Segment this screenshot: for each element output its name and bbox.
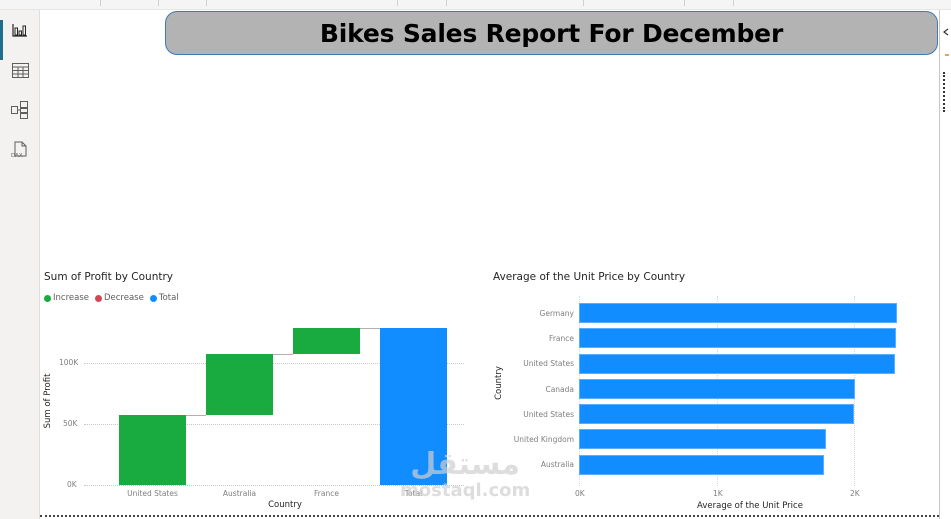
waterfall-chart-title: Sum of Profit by Country: [44, 271, 173, 283]
gridline-0k: [84, 485, 464, 486]
x-tick: 2K: [850, 489, 860, 498]
legend-label: Total: [158, 293, 179, 303]
active-view-indicator: [0, 20, 3, 60]
bar-united-states[interactable]: [579, 354, 895, 374]
ribbon-divider: [583, 0, 584, 6]
page-bottom-border: [40, 515, 939, 517]
legend-item-total[interactable]: Total: [149, 293, 179, 303]
ribbon-divider: [684, 0, 685, 6]
dax-file-icon: DAX: [11, 141, 27, 159]
bar-germany[interactable]: [579, 303, 897, 323]
y-tick: 100K: [59, 358, 79, 367]
legend-label: Decrease: [103, 293, 144, 303]
connector-line: [360, 328, 380, 329]
y-category-label: France: [549, 334, 574, 343]
ribbon-divider: [206, 0, 207, 6]
y-category-label: United States: [523, 410, 574, 419]
y-category-label: Canada: [545, 385, 574, 394]
bar-canada[interactable]: [579, 379, 855, 399]
bar-united-kingdom[interactable]: [579, 429, 826, 449]
bar-total[interactable]: [380, 328, 447, 485]
report-title-banner[interactable]: Bikes Sales Report For December: [165, 11, 938, 55]
svg-text:DAX: DAX: [11, 153, 23, 159]
model-diagram-icon: [11, 101, 28, 119]
legend-label: Increase: [53, 293, 89, 303]
bar-united-states-2[interactable]: [579, 404, 854, 424]
ribbon-divider: [733, 0, 734, 6]
gridline-50k: [84, 424, 464, 425]
bar-y-axis-title: Country: [494, 366, 504, 400]
y-category-label: United Kingdom: [513, 435, 574, 444]
ribbon-divider: [158, 0, 159, 6]
top-ribbon-strip: [0, 0, 951, 10]
waterfall-x-axis-title: Country: [268, 500, 302, 510]
table-view-button[interactable]: [8, 58, 32, 82]
waterfall-y-axis-title: Sum of Profit: [43, 373, 53, 429]
bar-france[interactable]: [293, 328, 360, 354]
decrease-dot-icon: [94, 294, 102, 302]
x-category-label: France: [314, 489, 339, 498]
y-tick: 0K: [67, 480, 77, 489]
bar-chart-title: Average of the Unit Price by Country: [493, 271, 686, 283]
x-category-label: Total: [404, 489, 423, 498]
ribbon-divider: [446, 0, 447, 6]
connector-line: [273, 354, 293, 355]
y-tick: 50K: [63, 419, 78, 428]
legend-item-increase[interactable]: Increase: [44, 293, 89, 303]
bar-united-states[interactable]: [119, 415, 186, 485]
y-category-label: United States: [523, 359, 574, 368]
legend-item-decrease[interactable]: Decrease: [94, 293, 144, 303]
ribbon-divider: [397, 0, 398, 6]
model-view-button[interactable]: [8, 98, 32, 122]
increase-dot-icon: [44, 294, 51, 302]
bar-france[interactable]: [579, 328, 896, 348]
y-category-label: Australia: [540, 460, 574, 469]
bar-australia[interactable]: [206, 354, 273, 415]
connector-line: [186, 415, 206, 416]
report-title: Bikes Sales Report For December: [319, 18, 784, 48]
x-tick: 1K: [713, 489, 723, 498]
y-category-label: Germany: [539, 309, 574, 318]
table-grid-icon: [11, 62, 29, 78]
x-tick: 0K: [575, 489, 585, 498]
dax-query-view-button[interactable]: DAX: [8, 138, 32, 162]
bar-australia[interactable]: [579, 455, 824, 475]
x-category-label: Australia: [222, 489, 257, 498]
gridline-100k: [84, 363, 464, 364]
pane-label: [943, 72, 948, 112]
left-view-nav: DAX: [0, 10, 40, 519]
bar-chart-icon: [12, 24, 27, 37]
filter-indicator-icon: [945, 54, 949, 56]
bar-x-axis-title: Average of the Unit Price: [697, 501, 803, 511]
chevron-left-icon[interactable]: [942, 28, 950, 36]
report-view-button[interactable]: [8, 18, 32, 42]
x-category-label: United States: [127, 489, 178, 498]
collapsed-filters-pane[interactable]: [939, 10, 951, 519]
waterfall-legend: Increase Decrease Total: [44, 293, 179, 303]
total-dot-icon: [149, 294, 157, 302]
ribbon-divider: [100, 0, 101, 6]
